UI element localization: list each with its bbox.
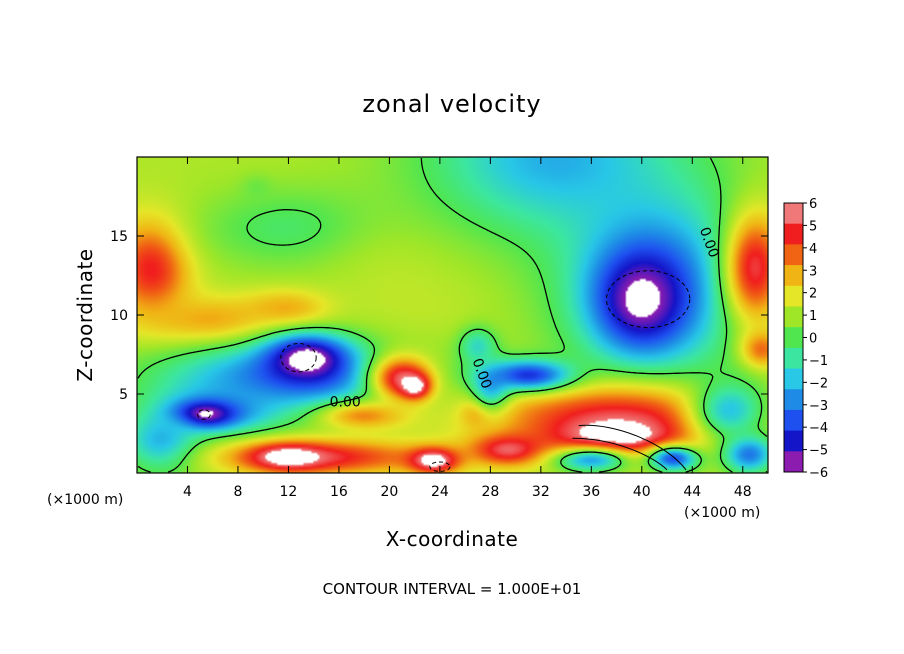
positive-contour-1 [572,437,668,471]
colorbar-tick-label: 3 [809,264,817,279]
dashed-contour-1 [280,342,317,373]
dashed-contour-3 [429,461,451,472]
colorbar-tick-label: 0 [809,332,817,347]
contour-interval-note: CONTOUR INTERVAL = 1.000E+01 [323,580,582,598]
x-tick-label: 28 [481,484,499,500]
colorbar-swatch [784,244,803,266]
colorbar-swatch [784,285,803,307]
zero-contour-line [137,157,768,473]
y-axis-title: Z-coordinate [73,248,97,381]
colorbar-tick-label: 2 [809,287,817,302]
colorbar-swatch [784,368,803,390]
colorbar-swatch [784,306,803,328]
heatmap-field [137,157,768,473]
contour-label-0: 0.00 [330,395,361,411]
colorbar-tick-label: −3 [809,399,828,414]
y-axis-ticks: 5 10 15 [110,229,768,403]
colorbar-swatch [784,389,803,411]
plot-area: 0.000.000.00 4 8 12 16 20 24 28 32 36 40 44 48 5101… [110,156,769,500]
y-tick-label: 10 [110,308,128,324]
x-axis-title: X-coordinate [386,527,519,551]
colorbar-swatch [784,203,803,225]
chart-title: zonal velocity [362,90,541,118]
dashed-contour-2 [197,409,211,420]
colorbar-tick-label: −6 [809,466,828,481]
y-tick-label: 5 [119,387,128,403]
colorbar-swatch [784,347,803,370]
x-axis-ticks: 4 8 12 16 20 24 28 32 36 40 44 48 [183,157,752,500]
colorbar-tick-label: 6 [809,197,817,212]
x-tick-label: 8 [233,484,242,500]
colorbar-swatch [784,223,803,245]
x-tick-label: 32 [532,484,550,500]
colorbar-swatch [784,265,803,287]
x-tick-label: 36 [582,484,600,500]
x-tick-label: 12 [280,484,298,500]
colorbar-swatch [784,451,803,473]
positive-contour-0 [578,424,687,471]
x-unit-label: (×1000 m) [684,505,760,521]
x-tick-label: 44 [683,484,701,500]
colorbar-tick-label: −5 [809,444,828,459]
colorbar-tick-label: 1 [809,309,817,324]
colorbar-tick-label: 5 [809,219,817,234]
x-tick-label: 16 [330,484,348,500]
colorbar-tick-label: 4 [809,242,817,257]
x-tick-label: 40 [633,484,651,500]
colorbar-tick-label: −4 [809,421,828,436]
colorbar-swatch [784,430,803,452]
x-tick-label: 4 [183,484,192,500]
y-tick-label: 15 [110,229,128,245]
dashed-contour-0 [605,270,691,329]
x-tick-label: 48 [734,484,752,500]
x-tick-label: 20 [380,484,398,500]
colorbar-swatch [784,409,803,432]
colorbar-tick-label: −2 [809,376,828,391]
colorbar: 6 5 4 3 2 1 0 −1 −2 −3 −4 −5 −6 [783,197,828,481]
x-tick-label: 24 [431,484,449,500]
z-unit-label: (×1000 m) [47,492,123,508]
colorbar-swatch [784,327,803,349]
colorbar-tick-label: −1 [809,354,828,369]
